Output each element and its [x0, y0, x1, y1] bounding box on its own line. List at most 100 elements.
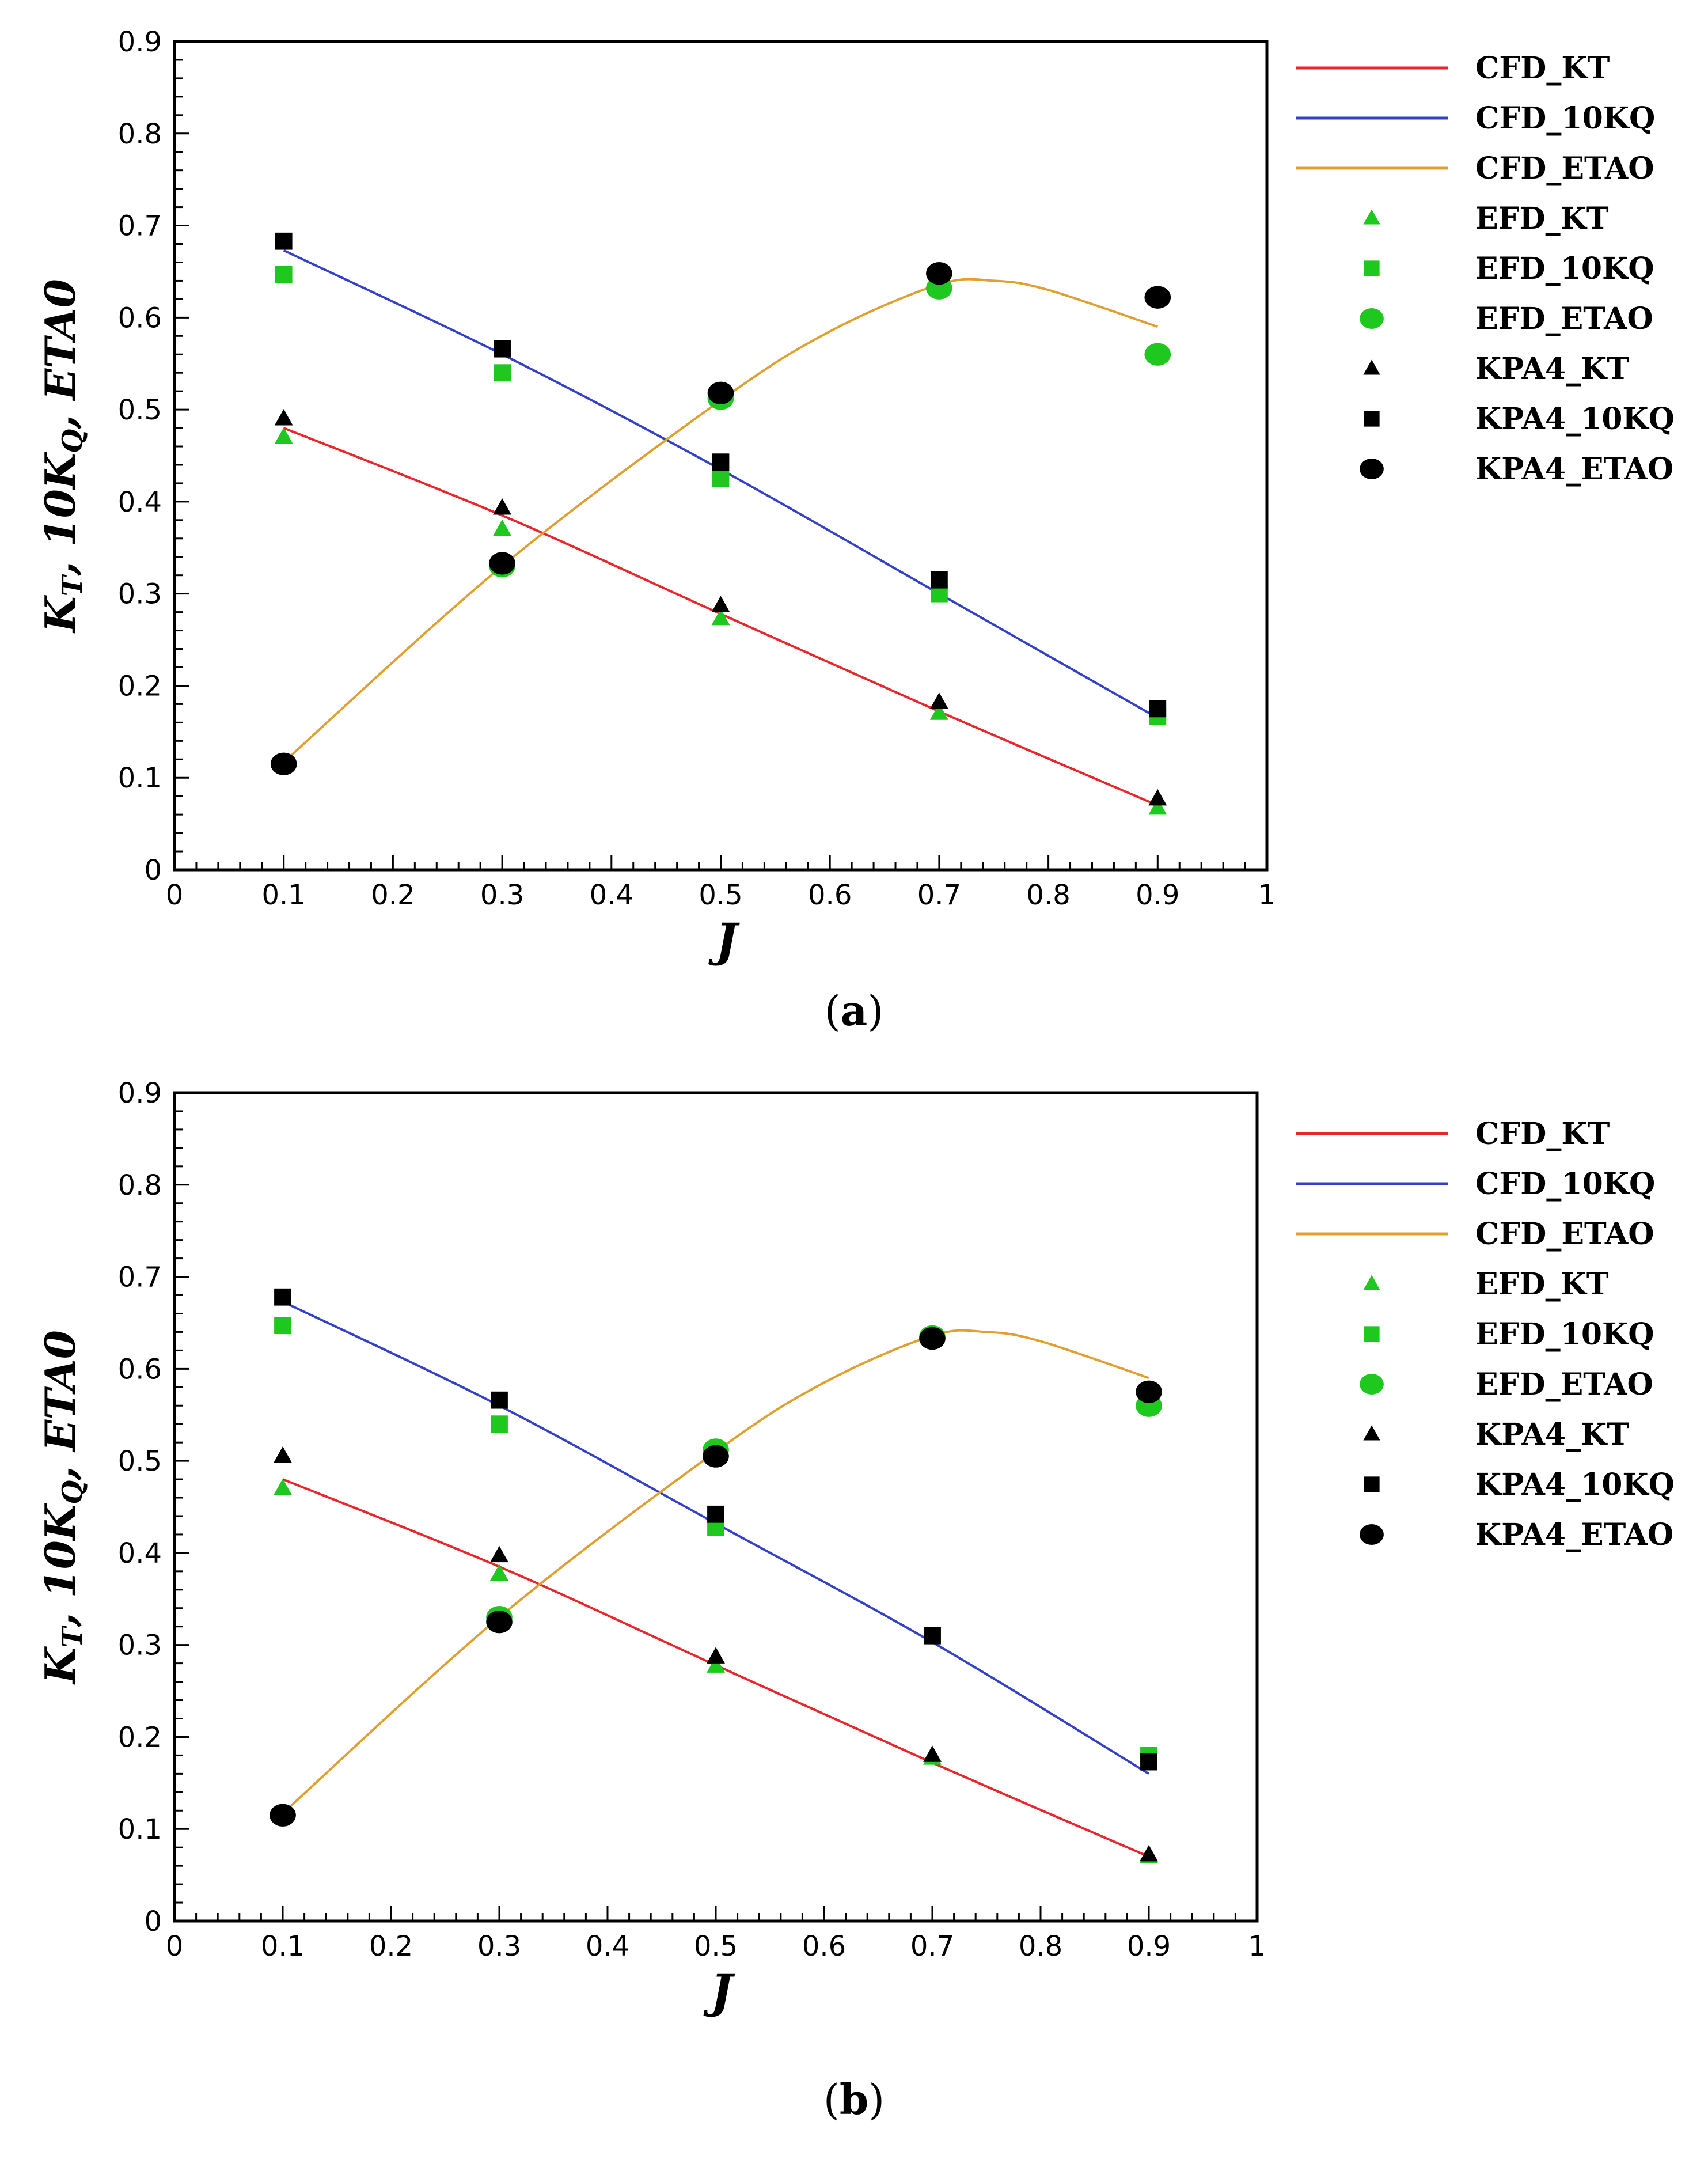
y-tick-label: 0.1 — [118, 762, 162, 794]
data-point-efd-kt — [490, 1564, 508, 1581]
data-point-kpa4-etao — [703, 1445, 729, 1468]
data-point-efd-kt — [929, 703, 948, 720]
caption-paren: ( — [825, 987, 841, 1035]
legend-swatch-marker — [1360, 1524, 1384, 1545]
data-point-kpa4-kt — [929, 692, 948, 709]
legend-swatch-marker — [1364, 260, 1380, 276]
chart-panel-b: 0 0.1 0.2 0.3 0.4 0.5 0.6 0.7 0.8 0.9 1 0 0.1 0.2 0.3 0… — [36, 1077, 1675, 2124]
caption-paren: ( — [823, 2075, 840, 2124]
legend-label: EFD_10KQ — [1475, 251, 1654, 286]
x-tick-label: 0.8 — [1019, 1930, 1062, 1963]
data-point-efd-kt — [707, 1656, 725, 1673]
data-point-efd-10kq — [275, 266, 293, 283]
data-point-kpa4-kt — [490, 1545, 508, 1563]
data-point-kpa4-kt — [711, 596, 730, 612]
figure-caption: (b) — [823, 2075, 885, 2124]
x-tick-label: 0.4 — [590, 879, 633, 911]
data-point-kpa4-kt — [274, 1446, 292, 1463]
data-point-efd-kt — [493, 519, 512, 536]
data-point-kpa4-10kq — [274, 1288, 291, 1306]
data-point-kpa4-etao — [1144, 286, 1171, 309]
y-axis-title-part: , 10K — [36, 452, 85, 576]
data-point-kpa4-10kq — [1140, 1753, 1157, 1771]
data-point-efd-10kq — [712, 470, 730, 487]
y-tick-label: 0.5 — [118, 1445, 162, 1478]
data-point-kpa4-10kq — [931, 571, 948, 589]
data-point-kpa4-10kq — [712, 453, 730, 471]
x-tick-label: 1 — [1248, 1930, 1266, 1963]
legend-swatch-marker — [1360, 458, 1384, 480]
y-axis-title-part: , ETA0 — [36, 279, 85, 430]
data-point-kpa4-etao — [270, 1804, 296, 1827]
y-axis-title-part: , ETA0 — [36, 1330, 85, 1481]
x-tick-label: 0.7 — [910, 1930, 954, 1963]
legend: CFD_KT CFD_10KQ CFD_ETAO EFD_KT EFD_10KQ EFD_… — [1296, 51, 1675, 487]
data-point-kpa4-10kq — [491, 1391, 508, 1409]
data-point-kpa4-etao — [926, 262, 952, 285]
x-tick-label: 0.8 — [1026, 879, 1070, 911]
y-tick-label: 0.3 — [118, 578, 162, 611]
x-tick-label: 0.5 — [699, 879, 742, 911]
data-point-kpa4-etao — [270, 752, 297, 775]
legend-label: EFD_ETAO — [1475, 1367, 1653, 1402]
x-tick-label: 0.4 — [586, 1930, 629, 1963]
x-tick-label: 0 — [166, 879, 184, 911]
x-tick-label: 0.9 — [1136, 879, 1179, 911]
data-point-efd-kt — [274, 1478, 292, 1495]
y-axis-title-subscript: T — [56, 1625, 89, 1647]
data-point-kpa4-10kq — [1149, 700, 1167, 718]
data-point-kpa4-etao — [1136, 1380, 1162, 1403]
y-tick-label: 0 — [144, 854, 162, 887]
x-tick-label: 1 — [1258, 879, 1276, 911]
data-point-kpa4-10kq — [707, 1505, 724, 1523]
legend-swatch-marker — [1360, 1373, 1384, 1395]
y-tick-label: 0.4 — [118, 486, 162, 518]
legend: CFD_KT CFD_10KQ CFD_ETAO EFD_KT EFD_10KQ EFD_… — [1296, 1116, 1675, 1552]
legend-label: KPA4_KT — [1475, 1417, 1629, 1452]
chart-panel-a: 0 0.1 0.2 0.3 0.4 0.5 0.6 0.7 0.8 0.9 1 0 0.1 0.2 0.3 0… — [36, 26, 1675, 1035]
legend-label: KPA4_KT — [1475, 351, 1629, 387]
data-point-efd-10kq — [494, 364, 511, 382]
data-point-kpa4-10kq — [494, 340, 511, 358]
data-point-kpa4-kt — [1148, 789, 1167, 806]
y-axis-title: KT, 10KQ, ETA0 — [36, 279, 89, 634]
legend-label: KPA4_10KQ — [1475, 1467, 1675, 1502]
caption-paren: ) — [867, 987, 883, 1035]
y-axis-title: KT, 10KQ, ETA0 — [36, 1330, 89, 1685]
y-axis-title-subscript: Q — [56, 429, 89, 453]
legend-label: CFD_ETAO — [1475, 1217, 1654, 1252]
legend-swatch-marker — [1363, 209, 1380, 225]
y-axis-title-subscript: T — [56, 574, 89, 596]
caption-paren: ) — [868, 2075, 885, 2124]
data-point-efd-kt — [1148, 798, 1167, 815]
y-tick-label: 0.7 — [118, 210, 162, 243]
data-point-efd-kt — [274, 427, 293, 444]
data-point-kpa4-10kq — [924, 1627, 941, 1645]
data-point-kpa4-etao — [707, 381, 734, 405]
x-tick-label: 0.6 — [808, 879, 852, 911]
legend-swatch-marker — [1363, 1425, 1380, 1441]
data-point-efd-etao — [1144, 343, 1171, 366]
data-point-kpa4-etao — [486, 1611, 513, 1634]
legend-swatch-marker — [1363, 1275, 1380, 1290]
legend-label: KPA4_10KQ — [1475, 401, 1675, 437]
legend-label: EFD_ETAO — [1475, 301, 1653, 336]
series-line-cfd-etao — [283, 278, 1158, 763]
y-tick-label: 0.8 — [118, 1169, 162, 1202]
x-tick-label: 0 — [166, 1930, 184, 1963]
data-point-efd-10kq — [274, 1317, 291, 1335]
y-tick-label: 0.6 — [118, 1353, 162, 1385]
legend-label: CFD_KT — [1475, 1116, 1610, 1151]
legend-swatch-marker — [1363, 359, 1380, 375]
legend-label: CFD_ETAO — [1475, 151, 1654, 186]
y-tick-label: 0.4 — [118, 1537, 162, 1570]
legend-label: CFD_KT — [1475, 51, 1610, 86]
figure-caption: (a) — [825, 986, 884, 1035]
y-tick-label: 0.2 — [118, 1721, 162, 1753]
y-axis-title-part: K — [36, 1646, 85, 1685]
data-point-kpa4-etao — [489, 552, 515, 575]
data-point-kpa4-kt — [274, 408, 293, 426]
y-tick-label: 0.7 — [118, 1261, 162, 1294]
legend-swatch-marker — [1364, 1326, 1380, 1342]
